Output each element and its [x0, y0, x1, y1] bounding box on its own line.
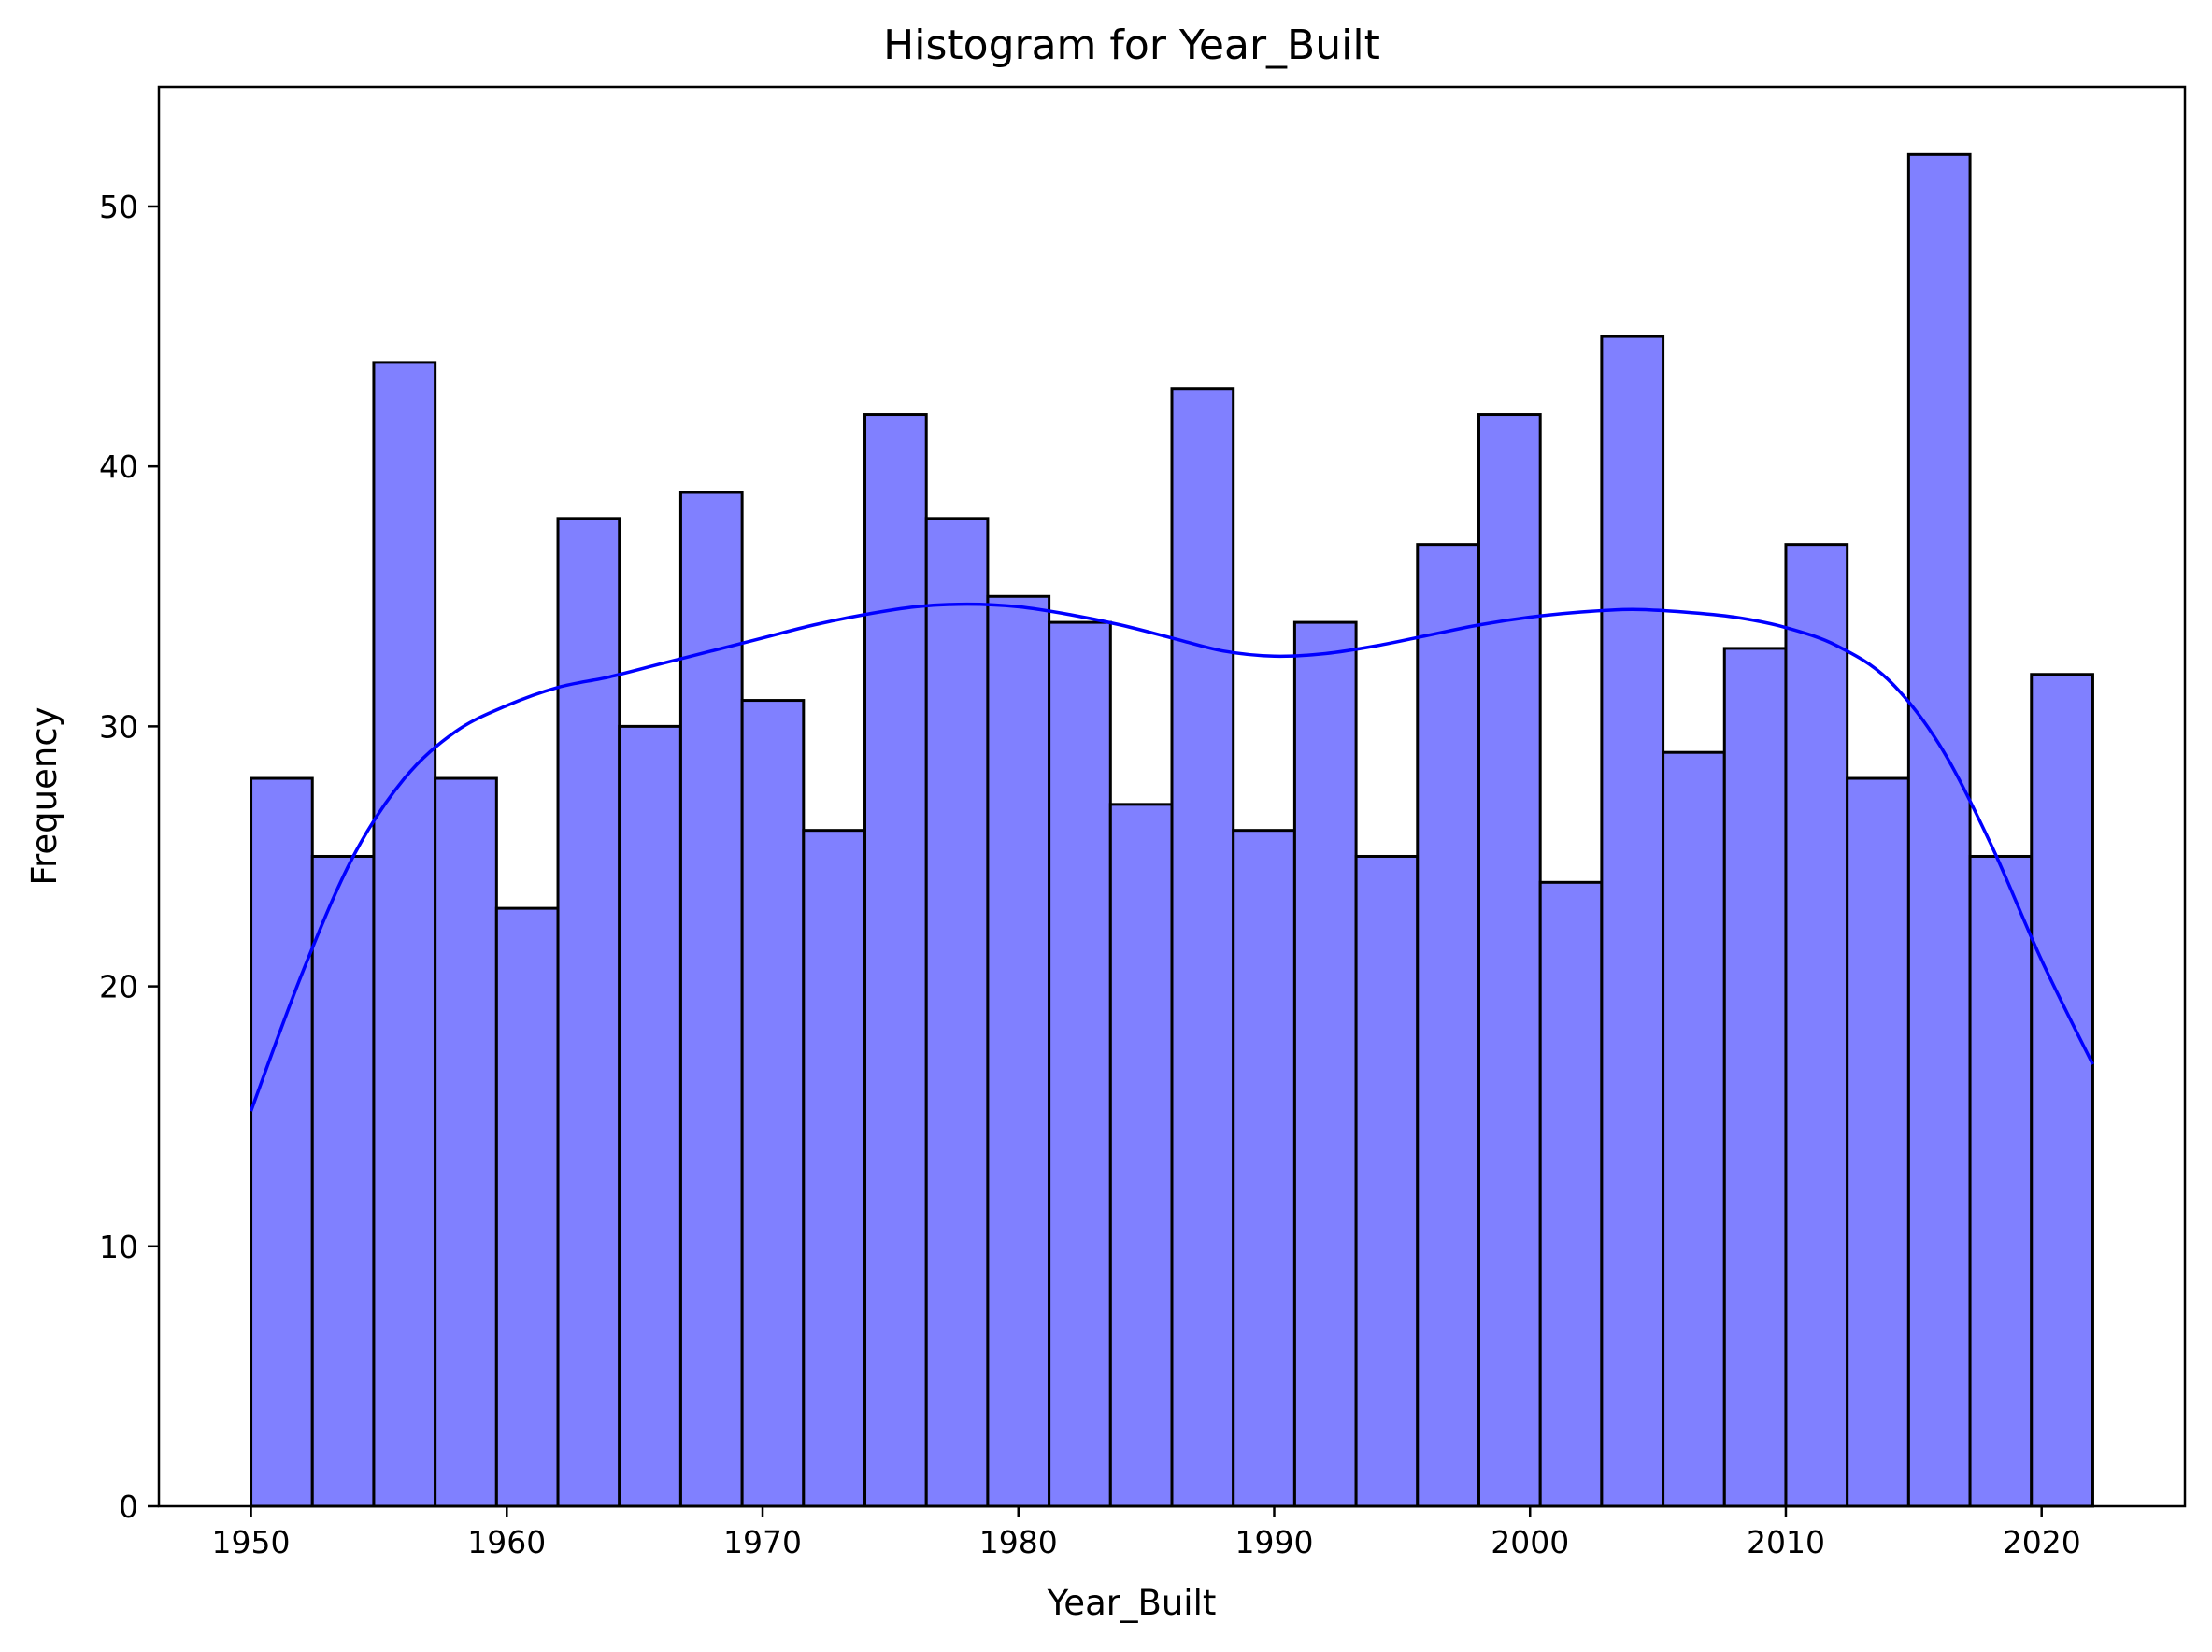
y-tick-label: 50 — [99, 189, 138, 225]
histogram-bar — [1538, 880, 1604, 1508]
histogram-bar — [1170, 387, 1235, 1508]
kde-curve — [249, 602, 2095, 1112]
histogram-bar — [986, 594, 1051, 1508]
y-tick-label: 40 — [99, 449, 138, 485]
x-tick-label: 1980 — [979, 1524, 1058, 1560]
x-tick-label: 1990 — [1235, 1524, 1314, 1560]
histogram-bar — [1232, 829, 1296, 1508]
histogram-bar — [1968, 854, 2034, 1508]
histogram-bar — [740, 699, 806, 1508]
histogram-bar — [1292, 620, 1358, 1508]
histogram-bar — [250, 776, 314, 1508]
y-axis-ticks: 0 10 20 30 40 50 — [99, 189, 159, 1525]
histogram-bar — [310, 854, 376, 1508]
x-tick-label: 1960 — [467, 1524, 546, 1560]
y-axis-label: Frequency — [24, 706, 64, 885]
y-tick-label: 30 — [99, 708, 138, 745]
histogram-bar — [434, 776, 498, 1508]
histogram-bar — [372, 361, 437, 1508]
histogram-bar — [556, 517, 621, 1508]
histogram-bar — [1048, 620, 1112, 1508]
histogram-bar — [1906, 152, 1972, 1508]
x-tick-label: 2010 — [1747, 1524, 1825, 1560]
histogram-bar — [1477, 413, 1542, 1508]
histogram-bar — [1416, 543, 1480, 1508]
chart-title: Histogram for Year_Built — [883, 21, 1380, 69]
histogram-bar — [1846, 776, 1910, 1508]
histogram-bar — [2030, 673, 2094, 1508]
histogram-bar — [863, 413, 928, 1508]
x-tick-label: 2000 — [1491, 1524, 1569, 1560]
x-tick-label: 2020 — [2003, 1524, 2081, 1560]
x-axis-ticks: 1950 1960 1970 1980 1990 2000 2010 2020 — [212, 1506, 2081, 1560]
y-tick-label: 20 — [99, 969, 138, 1005]
histogram-bar — [678, 491, 744, 1508]
histogram-bar — [1784, 543, 1849, 1508]
histogram-bar — [1600, 335, 1665, 1508]
plot-area-frame — [157, 85, 2187, 1508]
x-tick-label: 1970 — [723, 1524, 802, 1560]
histogram-bar — [618, 724, 682, 1508]
x-axis-label: Year_Built — [1047, 1583, 1217, 1623]
y-tick-label: 0 — [119, 1488, 138, 1525]
histogram-bar — [1354, 854, 1420, 1508]
histogram-bar — [802, 829, 867, 1508]
histogram-bar — [924, 517, 990, 1508]
histogram-bar — [1108, 803, 1174, 1508]
bars-group — [250, 152, 2094, 1508]
y-tick-label: 10 — [99, 1229, 138, 1265]
histogram-bar — [1662, 750, 1726, 1508]
histogram-bar — [1722, 647, 1788, 1508]
x-tick-label: 1950 — [212, 1524, 291, 1560]
histogram-bar — [494, 906, 560, 1508]
